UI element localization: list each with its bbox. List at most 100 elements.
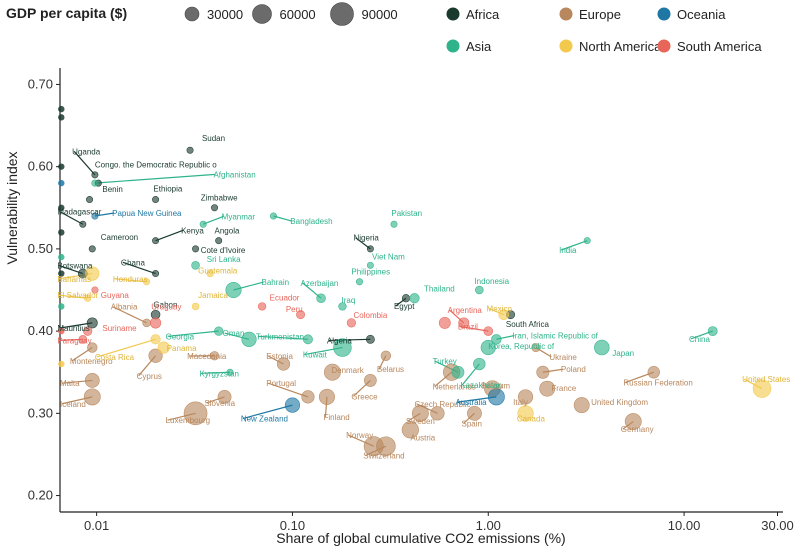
point-edge [58, 204, 65, 211]
y-tick-label: 0.50 [28, 241, 53, 256]
label-malta: Malta [60, 379, 80, 388]
label-zimbabwe: Zimbabwe [201, 193, 238, 202]
point-bahrain [225, 281, 242, 299]
point-germany [624, 413, 642, 430]
label-united-states: United States [742, 375, 790, 384]
label-germany: Germany [621, 425, 654, 434]
point-ukraine [531, 343, 541, 353]
legend-label-south-america: South America [677, 39, 762, 54]
point-colombia [346, 318, 357, 328]
point-edge [58, 179, 65, 187]
point-kyrgyzstan [226, 368, 234, 376]
label-iceland: Iceland [60, 400, 86, 409]
legend-swatch-africa [446, 7, 460, 21]
label-bahrain: Bahrain [262, 278, 290, 287]
point-edge [58, 114, 65, 121]
label-italy: Italy [513, 398, 528, 407]
leader-uganda [73, 150, 96, 176]
point-japan [594, 339, 610, 356]
y-tick-label: 0.60 [28, 159, 53, 174]
point-montenegro [87, 342, 98, 353]
legend-swatch-asia [446, 39, 460, 53]
point-estonia [276, 357, 291, 371]
leader-afghanistan [94, 173, 216, 184]
point-myanmar [199, 220, 207, 228]
label-honduras: Honduras [113, 275, 148, 284]
leader-turkmenistan [257, 335, 308, 340]
leader-albania [112, 306, 147, 324]
point-mexico [498, 309, 510, 320]
x-axis-title: Share of global cumulative CO2 emissions… [276, 530, 565, 546]
point-uruguay [150, 317, 162, 329]
leader-mauritius [59, 322, 93, 329]
label-denmark: Denmark [331, 366, 364, 375]
label-afghanistan: Afghanistan [213, 170, 255, 179]
legend-swatch-north-america [559, 39, 573, 53]
size-legend-label-60000: 60000 [280, 7, 316, 22]
point-algeria [365, 334, 375, 344]
legend-label-africa: Africa [466, 7, 500, 22]
point-brazil [483, 326, 494, 336]
label-finland: Finland [323, 413, 349, 422]
label-viet-nam: Viet Nam [372, 253, 405, 262]
label-bangladesh: Bangladesh [290, 217, 332, 226]
point-peru [296, 310, 306, 320]
label-guatemala: Guatemala [198, 267, 238, 276]
size-legend-circle-30000 [184, 6, 200, 22]
legend-label-oceania: Oceania [677, 7, 726, 22]
size-legend-label-90000: 90000 [362, 7, 398, 22]
point-australia [487, 388, 505, 406]
label-austria: Austria [410, 433, 435, 442]
label-kyrgyzstan: Kyrgyzstan [199, 369, 239, 378]
leader-honduras [114, 278, 147, 283]
point-oman [241, 331, 257, 347]
point-edge [58, 253, 65, 261]
label-oman: Oman [223, 329, 245, 338]
point-austria [401, 421, 419, 439]
point-poland [536, 365, 550, 379]
point-malta [84, 373, 100, 388]
label-algeria: Algeria [327, 336, 352, 345]
label-new-zealand: New Zealand [241, 415, 288, 424]
point-iraq [338, 302, 347, 311]
point-iceland [83, 388, 101, 406]
point-united-kingdom [573, 397, 590, 414]
point-guatemala [206, 270, 214, 278]
size-legend-label-30000: 30000 [207, 7, 243, 22]
point-czech-republic [430, 406, 445, 421]
point-benin [86, 196, 94, 204]
label-slovenia: Slovenia [204, 399, 235, 408]
x-tick-label: 1.00 [476, 518, 501, 533]
label-costa-rica: Costa Rica [95, 353, 135, 362]
point-edge [58, 105, 65, 113]
y-tick-label: 0.70 [28, 76, 53, 91]
leader-portugal [268, 382, 309, 398]
point-bahamas [85, 266, 100, 281]
point-jamaica [191, 302, 200, 311]
legend-swatch-oceania [657, 7, 671, 21]
label-myanmar: Myanmar [222, 212, 256, 221]
label-colombia: Colombia [353, 311, 387, 320]
point-turkmenistan [303, 334, 313, 345]
point-korea-republic-of [480, 339, 496, 356]
label-jamaica: Jamaica [198, 291, 228, 300]
label-ukraine: Ukraine [549, 353, 577, 362]
label-norway: Norway [346, 431, 373, 440]
label-canada: Canada [517, 415, 546, 424]
point-india [583, 237, 591, 245]
point-mauritius [86, 317, 98, 329]
label-panama: Panama [167, 344, 197, 353]
point-macedonia [209, 351, 220, 361]
point-suriname [83, 326, 93, 336]
label-indonesia: Indonesia [474, 277, 509, 286]
label-india: India [559, 246, 577, 255]
point-sudan [186, 146, 194, 154]
label-uruguay: Uruguay [151, 303, 181, 312]
label-cote-d-ivoire: Cote d'Ivoire [201, 246, 246, 255]
point-albania [142, 318, 151, 328]
point-zimbabwe [211, 204, 219, 212]
point-canada [517, 405, 534, 422]
point-angola [215, 237, 223, 245]
label-angola: Angola [215, 226, 240, 235]
x-tick-label: 30.00 [761, 518, 794, 533]
